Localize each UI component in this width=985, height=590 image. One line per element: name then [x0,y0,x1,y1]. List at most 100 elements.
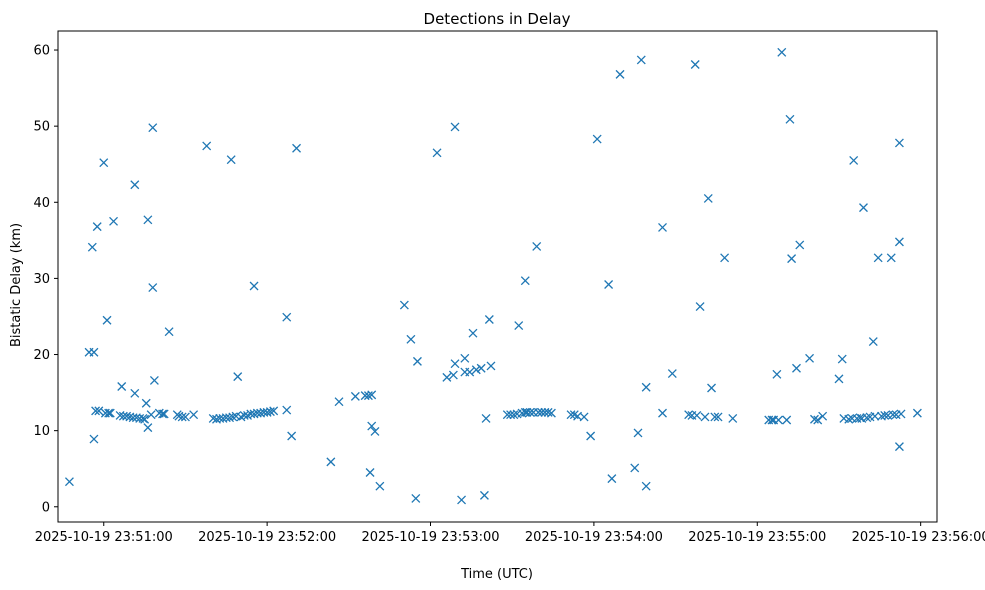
data-point [566,410,576,420]
y-tick-label: 60 [33,44,50,59]
data-point [479,490,489,500]
data-point [818,411,828,421]
data-point [177,412,187,422]
data-point [350,391,360,401]
data-point [695,302,705,312]
data-point [363,391,373,401]
data-point [375,481,385,491]
data-point [641,382,651,392]
data-point [810,414,819,424]
data-point [707,383,716,393]
y-tick-label: 50 [33,120,50,135]
y-tick-label: 20 [33,348,50,363]
plot-frame [57,30,938,523]
data-point [189,410,199,420]
data-point [367,421,377,431]
data-point [334,397,344,407]
data-point [412,356,422,366]
data-point [888,410,898,420]
data-point [579,412,589,422]
data-point [180,412,190,422]
data-point [522,407,532,417]
data-point [785,114,795,124]
data-point [141,398,151,408]
data-point [481,414,491,423]
data-point [365,468,375,477]
x-axis-label: Time (UTC) [460,567,533,582]
x-tick-label: 2025-10-19 23:56:00 [852,530,985,545]
data-point [787,254,797,264]
data-point [777,47,787,57]
data-point [912,408,922,418]
data-point [774,415,783,425]
data-point [406,334,416,344]
y-axis-ticks: 0 10 20 30 40 50 60 [33,44,58,515]
data-point [484,315,494,324]
data-point [870,411,880,421]
data-point [158,409,168,419]
data-point [520,276,530,286]
data-point [862,413,872,423]
data-point [109,216,119,226]
data-point [586,431,596,441]
data-point [432,148,442,158]
data-point [592,134,602,144]
data-point [225,413,235,423]
data-point [262,407,272,417]
data-point [658,408,667,418]
data-point [546,408,556,418]
data-point [91,406,101,416]
data-point [326,457,336,467]
y-tick-label: 30 [33,272,50,287]
data-point [102,315,112,325]
data-point [728,414,738,423]
data-point [122,411,132,421]
data-point [630,463,640,473]
chart-title: Detections in Delay [424,10,571,28]
data-point [370,426,380,436]
data-point [658,222,667,232]
data-point [615,69,625,79]
data-point [105,408,115,418]
data-point [64,477,74,487]
data-point [667,369,677,379]
data-point [143,423,153,433]
data-point [720,253,730,263]
data-point [690,60,700,69]
data-point [532,241,542,251]
data-point [533,407,543,417]
data-point [130,180,140,190]
data-point [457,495,467,505]
data-point [641,481,651,491]
data-point [486,361,496,371]
data-point [92,222,102,232]
data-point [146,410,156,420]
data-point [525,407,535,417]
data-point [442,372,452,382]
data-point [159,409,169,419]
data-point [703,194,713,203]
data-point [228,412,238,422]
data-point [89,347,99,357]
data-point [859,203,868,213]
data-point [471,365,481,375]
data-point [767,415,777,425]
data-point [537,407,547,417]
data-point [607,474,617,484]
data-point [104,408,114,418]
data-point [148,123,158,133]
data-point [87,242,97,252]
data-point [465,367,475,377]
x-axis-ticks: 2025-10-19 23:51:00 2025-10-19 23:52:00 20… [35,522,985,545]
data-point [636,55,646,65]
data-point [509,410,519,420]
data-point [265,407,275,417]
data-point [782,415,792,425]
data-point [834,374,844,384]
data-point [873,253,883,263]
data-point [367,390,377,400]
data-point [411,493,421,503]
data-point [233,372,243,382]
data-point [514,321,524,331]
